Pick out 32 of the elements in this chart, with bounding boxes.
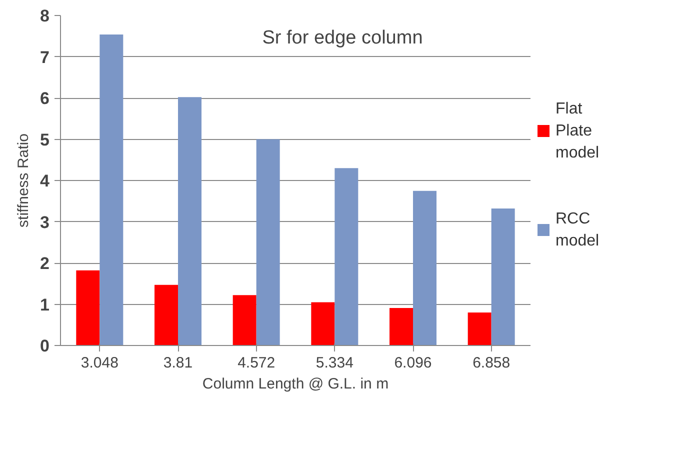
y-tick-label: 5: [40, 130, 50, 150]
bar: [154, 284, 178, 346]
x-tick-label: 3.81: [163, 354, 193, 372]
legend-label: RCC model: [556, 210, 600, 250]
x-axis-title: Column Length @ G.L. in m: [202, 376, 389, 392]
bar: [413, 190, 436, 346]
bar: [491, 208, 515, 346]
x-tick-label: 6.096: [394, 354, 432, 372]
bar: [256, 139, 280, 346]
y-tick-label: 0: [40, 336, 50, 356]
bar: [390, 308, 413, 346]
bar: [232, 295, 256, 346]
legend-label: Flat Plate model: [556, 100, 600, 162]
bar: [178, 97, 202, 346]
bar: [100, 34, 124, 346]
x-tick-label: 3.048: [80, 354, 118, 372]
bar: [76, 270, 100, 346]
y-axis-title: stiffness Ratio: [15, 134, 32, 228]
bar: [311, 302, 335, 346]
y-tick-label: 4: [40, 172, 50, 190]
y-tick-label: 2: [40, 254, 50, 273]
y-tick-label: 3: [40, 212, 50, 232]
x-tick-label: 4.572: [238, 354, 276, 372]
x-tick-label: 5.334: [316, 354, 354, 372]
bar: [334, 168, 358, 346]
text: Sr for edge column: [262, 28, 423, 48]
y-tick-label: 1: [40, 295, 50, 314]
y-tick-label: 7: [40, 48, 50, 67]
x-tick-label: 6.858: [472, 354, 510, 372]
bar: [468, 312, 492, 346]
y-tick-label: 6: [40, 89, 50, 108]
y-tick-label: 8: [40, 6, 50, 26]
